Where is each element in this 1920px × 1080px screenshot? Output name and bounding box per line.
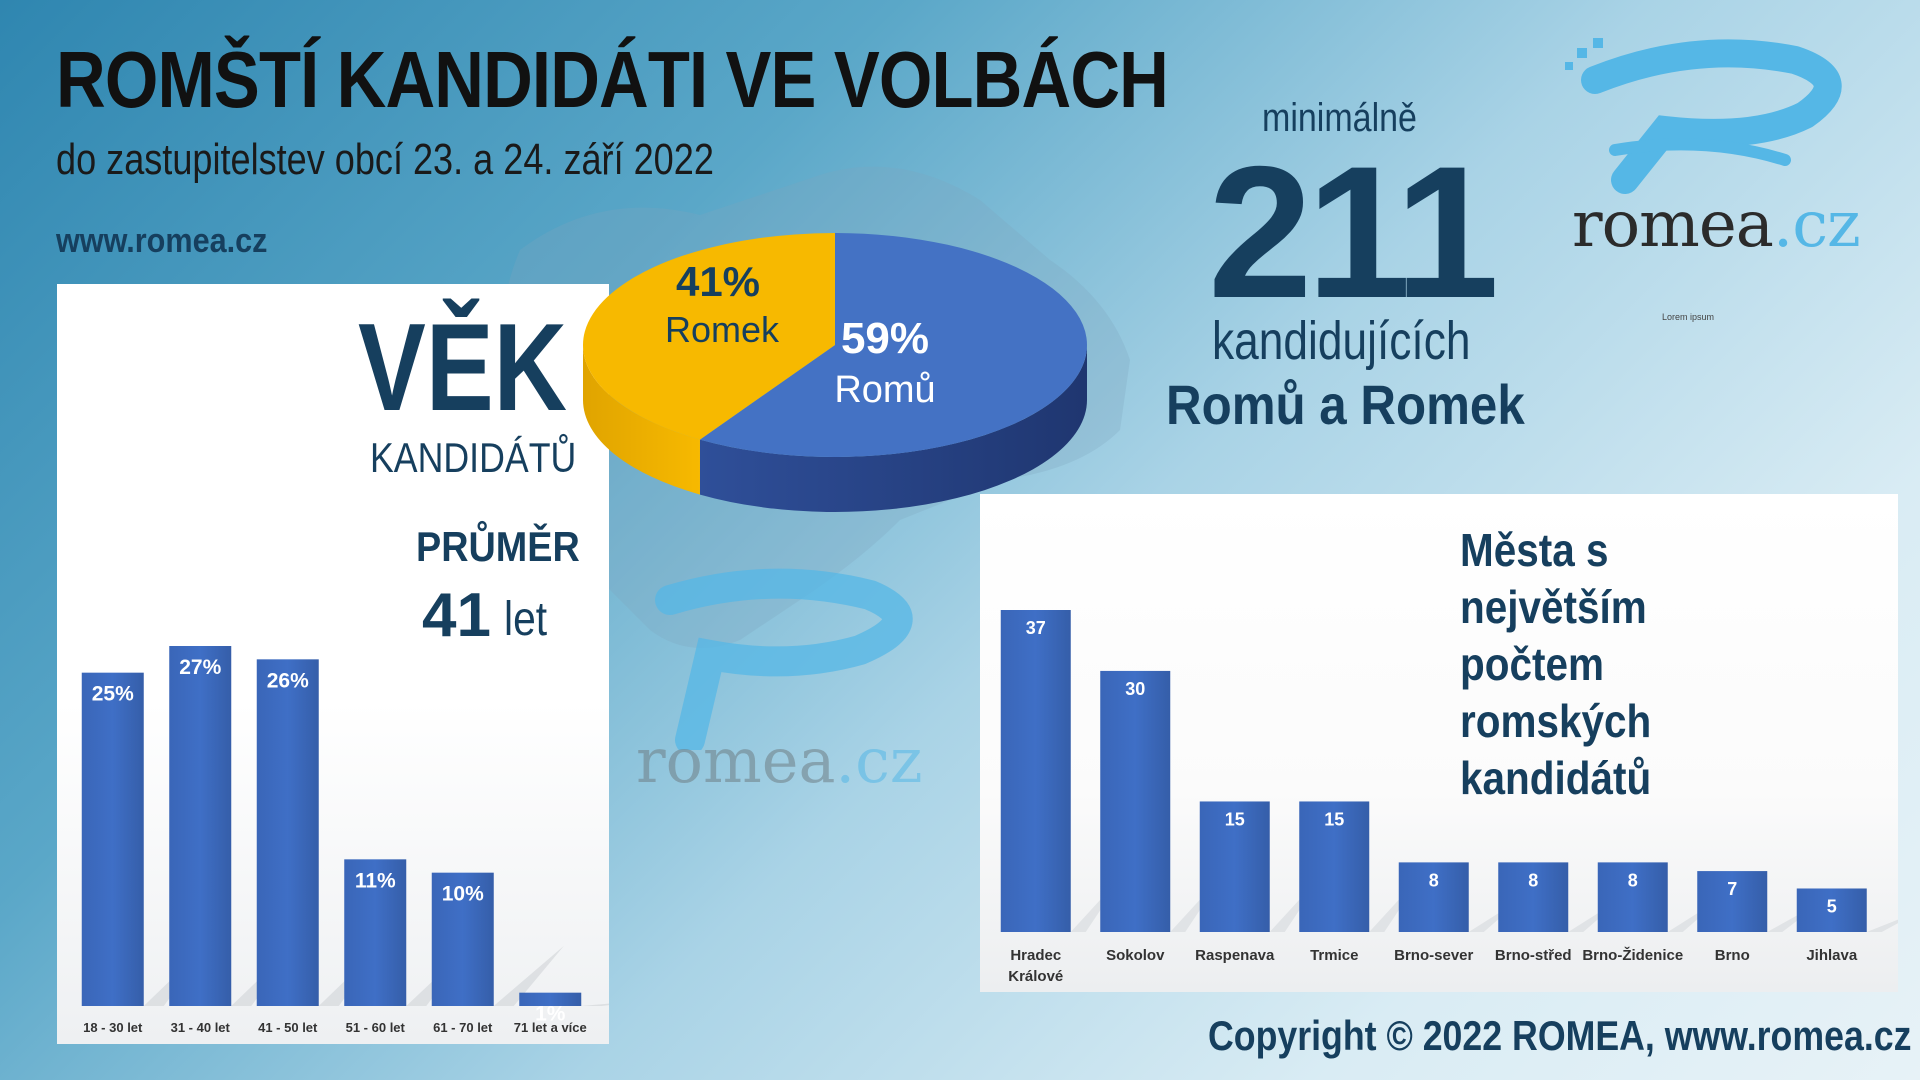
city-bar: [1697, 871, 1768, 932]
age-bar: [344, 859, 407, 1006]
age-bar: [81, 672, 144, 1006]
city-bar: [1796, 888, 1867, 932]
bar-shadow: [493, 946, 564, 1006]
city-bar-value: 8: [1628, 870, 1638, 890]
city-category-label: Hradec Králové: [1008, 947, 1063, 985]
city-category-label: Brno-Židenice: [1582, 946, 1683, 964]
summary-prefix: minimálně: [1262, 96, 1417, 140]
age-bar: [431, 872, 494, 1006]
city-bar-value: 15: [1324, 809, 1344, 829]
age-bar-chart: 25% 18 - 30 let 27% 31 - 40 let 26% 41 - 50 l…: [81, 646, 609, 1035]
age-category-label: 61 - 70 let: [433, 1020, 493, 1035]
copyright-footer: Copyright © 2022 ROMEA, www.romea.cz: [1208, 1012, 1912, 1059]
romea-r-logo-icon: [1565, 38, 1842, 194]
age-category-label: 18 - 30 let: [83, 1020, 143, 1035]
city-bar-value: 8: [1528, 870, 1538, 890]
cities-bar-chart: 37 Hradec Králové 30 Sokolov 15 Raspenava 15 Trm…: [1000, 610, 1898, 985]
city-bar: [1299, 801, 1370, 932]
city-category-label: Brno: [1715, 947, 1750, 964]
average-unit: let: [504, 593, 548, 646]
age-category-label: 41 - 50 let: [258, 1020, 318, 1035]
age-category-label: 31 - 40 let: [171, 1020, 231, 1035]
age-bar-label: 25%: [92, 683, 134, 706]
average-label: PRŮMĚR: [416, 523, 580, 570]
watermark-r-logo-icon: [655, 568, 913, 750]
city-category-label: Raspenava: [1195, 947, 1275, 964]
summary-line2: Romů a Romek: [1166, 373, 1525, 436]
gender-pie-chart: 59% Romů 41%Romek: [583, 233, 1087, 512]
age-subheading: KANDIDÁTŮ: [370, 434, 577, 481]
summary-line1: kandidujících: [1212, 311, 1471, 371]
average-value: 41: [422, 581, 491, 650]
page-subtitle: do zastupitelstev obcí 23. a 24. září 20…: [56, 135, 714, 184]
age-heading: VĚK: [358, 299, 568, 437]
city-category-label: Brno-sever: [1394, 947, 1473, 964]
city-bar-value: 8: [1429, 870, 1439, 890]
cities-chart-title: Města s největším počtem romských kandid…: [1460, 524, 1652, 804]
city-bar: [1000, 610, 1071, 932]
city-bar-value: 5: [1827, 896, 1837, 916]
age-bar: [256, 659, 319, 1006]
city-bar: [1498, 862, 1569, 932]
city-category-label: Trmice: [1310, 947, 1358, 964]
bar-shadow: [1866, 919, 1898, 932]
age-bar: [519, 992, 582, 1006]
city-category-label: Jihlava: [1806, 947, 1858, 964]
bar-shadow: [581, 1003, 609, 1006]
age-bar: [169, 646, 232, 1006]
city-bar-value: 37: [1026, 618, 1046, 638]
pie-label-percent: 41%: [676, 258, 760, 305]
site-url[interactable]: www.romea.cz: [56, 222, 268, 260]
city-bar: [1199, 801, 1270, 932]
age-bar-label: 1%: [535, 1003, 566, 1026]
city-category-label: Sokolov: [1106, 947, 1165, 964]
city-category-label: Brno-střed: [1495, 947, 1572, 964]
city-bar-value: 30: [1125, 679, 1145, 699]
pie-slice: [583, 233, 835, 440]
age-bar-label: 26%: [267, 669, 309, 692]
logo-caption: Lorem ipsum: [1662, 312, 1715, 322]
pie-label-name: Romů: [834, 369, 935, 411]
pie-slice: [699, 233, 1087, 457]
age-category-label: 51 - 60 let: [346, 1020, 406, 1035]
age-bar-label: 11%: [355, 869, 396, 892]
city-bar: [1398, 862, 1469, 932]
city-bar: [1100, 670, 1171, 932]
city-bar-value: 15: [1225, 809, 1245, 829]
logo-text[interactable]: romea.cz: [1572, 188, 1861, 262]
age-chart-panel: [57, 284, 609, 1044]
pie-slice-side: [699, 345, 1087, 512]
age-bar-label: 10%: [442, 883, 484, 906]
age-category-label: 71 let a více: [514, 1020, 587, 1035]
pie-slice-side: [583, 345, 700, 495]
city-bar-value: 7: [1727, 879, 1737, 899]
pie-label-name: Romek: [665, 309, 780, 350]
city-bar: [1597, 862, 1668, 932]
candidate-count: 211: [1208, 127, 1499, 337]
pie-label-percent: 59%: [841, 314, 929, 363]
page-title: ROMŠTÍ KANDIDÁTI VE VOLBÁCH: [56, 35, 1169, 124]
watermark-logo-text: romea.cz: [636, 724, 923, 797]
age-bar-label: 27%: [179, 656, 221, 679]
